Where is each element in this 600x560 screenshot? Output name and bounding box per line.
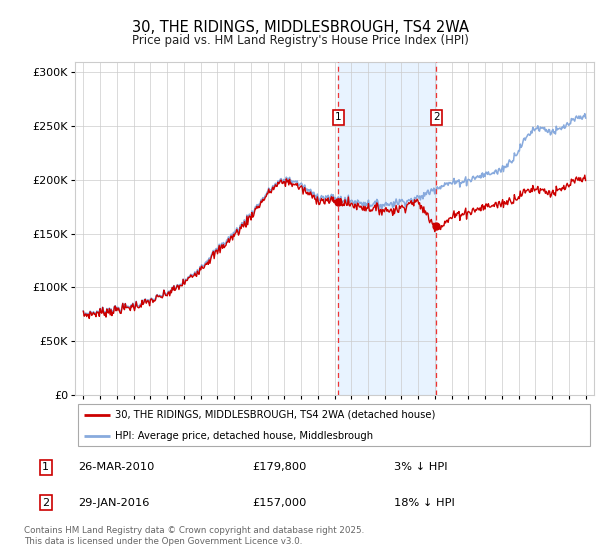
Text: £179,800: £179,800 [252,462,307,472]
Text: 2: 2 [433,113,440,123]
Text: 30, THE RIDINGS, MIDDLESBROUGH, TS4 2WA (detached house): 30, THE RIDINGS, MIDDLESBROUGH, TS4 2WA … [115,410,436,420]
Text: 29-JAN-2016: 29-JAN-2016 [78,498,149,508]
Text: 30, THE RIDINGS, MIDDLESBROUGH, TS4 2WA: 30, THE RIDINGS, MIDDLESBROUGH, TS4 2WA [131,20,469,35]
Bar [338,62,436,395]
FancyBboxPatch shape [77,404,590,446]
Text: 1: 1 [42,462,49,472]
Text: 26-MAR-2010: 26-MAR-2010 [78,462,155,472]
Text: Price paid vs. HM Land Registry's House Price Index (HPI): Price paid vs. HM Land Registry's House … [131,34,469,46]
Text: £157,000: £157,000 [252,498,307,508]
Text: 18% ↓ HPI: 18% ↓ HPI [395,498,455,508]
Text: 3% ↓ HPI: 3% ↓ HPI [395,462,448,472]
Text: Contains HM Land Registry data © Crown copyright and database right 2025.
This d: Contains HM Land Registry data © Crown c… [24,526,364,546]
Text: 2: 2 [42,498,49,508]
Text: 1: 1 [335,113,341,123]
Text: HPI: Average price, detached house, Middlesbrough: HPI: Average price, detached house, Midd… [115,431,374,441]
